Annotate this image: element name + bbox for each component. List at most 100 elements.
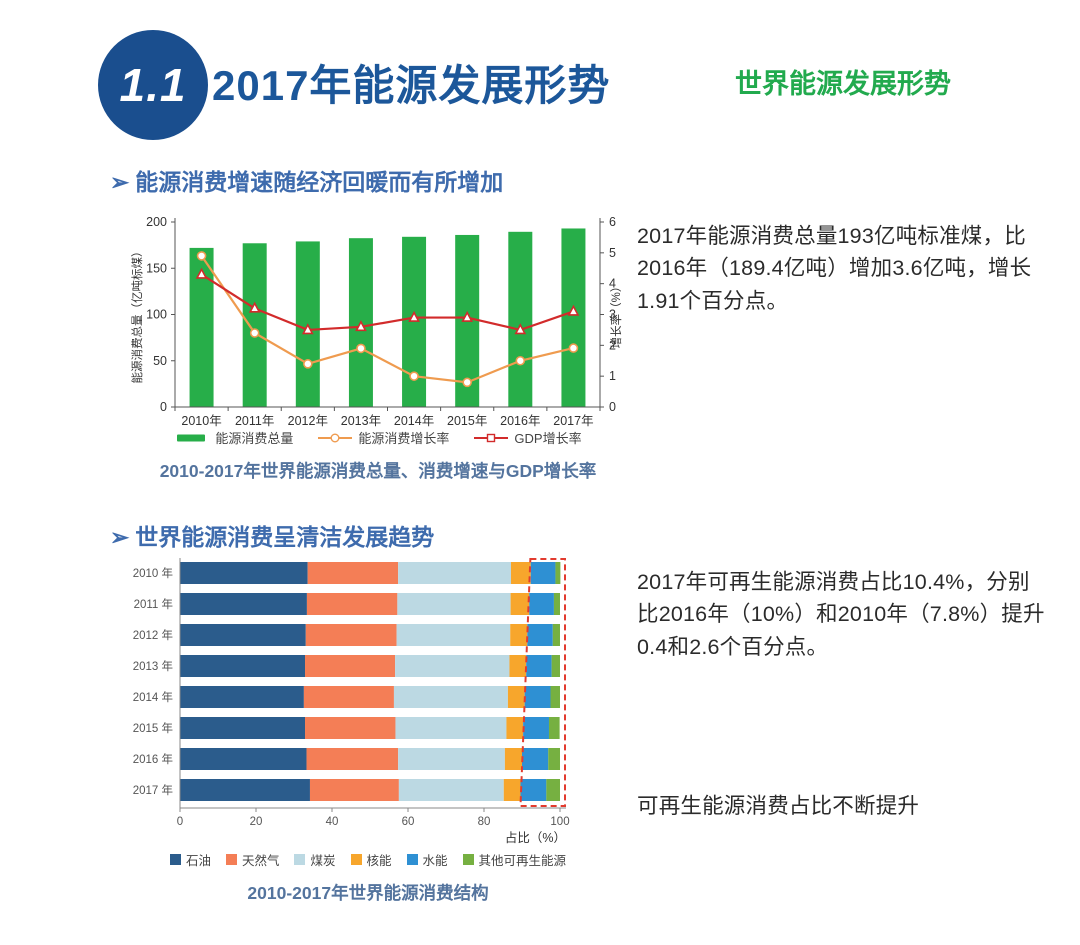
legend-item-oil: 石油 [169, 850, 211, 869]
hydro-legend-swatch-icon [406, 854, 418, 865]
consumption-growth-marker [462, 377, 472, 388]
stacked-row-2011年 [180, 593, 560, 615]
oil-legend-swatch-icon [169, 854, 181, 865]
svg-text:2014年: 2014年 [394, 414, 434, 428]
segment-nuclear [509, 655, 527, 677]
consumption-growth-marker [249, 328, 260, 338]
section1-heading: ➢ 能源消费增速随经济回暖而有所增加 [110, 163, 503, 197]
svg-text:150: 150 [146, 261, 167, 275]
legend-item-nuclear: 核能 [350, 850, 392, 869]
section-number-badge: 1.1 [98, 30, 208, 140]
legend-label-natural-gas: 天然气 [241, 854, 280, 868]
svg-text:80: 80 [478, 816, 491, 828]
gdp-growth-marker [461, 310, 474, 322]
legend-item-other-renewables: 其他可再生能源 [462, 850, 567, 869]
section-number: 1.1 [119, 59, 187, 111]
legend-label-hydro: 水能 [422, 854, 448, 868]
svg-text:2010年: 2010年 [181, 414, 221, 428]
legend-label-consumption-growth: 能源消费增长率 [358, 431, 450, 446]
segment-natural-gas [305, 655, 396, 677]
svg-text:40: 40 [326, 816, 339, 828]
combo-chart-caption: 2010-2017年世界能源消费总量、消费增速与GDP增长率 [159, 461, 597, 481]
segment-other-renewables [553, 593, 560, 615]
total-consumption-legend-swatch-icon [177, 434, 206, 441]
svg-text:50: 50 [153, 354, 167, 368]
legend-item-consumption-growth: 能源消费增长率 [317, 428, 449, 447]
consumption-growth-marker [515, 355, 526, 366]
arrow-bullet-icon: ➢ [110, 169, 130, 195]
svg-text:2012年: 2012年 [288, 414, 328, 428]
segment-nuclear [507, 686, 525, 708]
segment-oil [180, 562, 308, 584]
consumption-growth-marker [356, 343, 366, 354]
energy-consumption-combo-chart: 0 50 100 150 200 0 1 2 3 4 5 6 2010年 2011年 2012年 2013年 2… [128, 208, 628, 448]
segment-natural-gas [305, 624, 397, 646]
segment-oil [180, 686, 304, 708]
energy-structure-stacked-chart: 2010 年 2011 年 2012 年 2013 年 2014 年 2015 年 2016… [128, 556, 608, 846]
consumption-growth-line [196, 251, 579, 388]
svg-text:2010 年: 2010 年 [133, 566, 173, 580]
svg-text:2015 年: 2015 年 [133, 721, 173, 735]
segment-natural-gas [306, 748, 399, 770]
segment-coal [397, 593, 511, 615]
nuclear-legend-swatch-icon [350, 854, 362, 865]
gdp-growth-marker [567, 304, 580, 316]
gdp-growth-legend-swatch-icon [474, 433, 509, 442]
segment-nuclear [504, 748, 522, 770]
renewables-share-outline [519, 558, 566, 807]
svg-text:1: 1 [609, 369, 616, 383]
svg-text:2014 年: 2014 年 [133, 690, 173, 704]
segment-oil [180, 717, 306, 739]
svg-text:2016年: 2016年 [500, 414, 540, 428]
arrow-bullet-icon: ➢ [110, 524, 130, 550]
consumption-growth-marker [568, 343, 579, 353]
legend-label-gdp-growth: GDP增长率 [514, 431, 582, 446]
gdp-growth-line [195, 267, 580, 335]
consumption-growth-marker [409, 371, 419, 381]
segment-hydro [522, 748, 549, 770]
svg-text:100: 100 [550, 816, 569, 828]
segment-hydro [523, 717, 549, 739]
segment-coal [395, 717, 507, 739]
page-subtitle: 世界能源发展形势 [735, 69, 951, 99]
svg-text:60: 60 [402, 816, 415, 828]
stacked-row-2016年 [180, 748, 560, 770]
svg-text:2012 年: 2012 年 [133, 628, 173, 642]
svg-text:2011年: 2011年 [235, 414, 274, 428]
svg-text:增长率（%）: 增长率（%） [609, 281, 623, 349]
legend-item-gdp-growth: GDP增长率 [473, 428, 582, 447]
legend-label-nuclear: 核能 [366, 854, 392, 868]
stacked-row-2013年 [180, 655, 560, 677]
section2-note-bottom: 可再生能源消费占比不断提升 [637, 794, 920, 818]
legend-label-other-renewables: 其他可再生能源 [478, 854, 567, 868]
section1-heading-text: 能源消费增速随经济回暖而有所增加 [135, 169, 504, 195]
consumption-growth-marker [196, 251, 207, 261]
segment-coal [398, 748, 505, 770]
segment-hydro [520, 779, 547, 801]
svg-text:占比（%）: 占比（%） [505, 830, 566, 845]
segment-hydro [529, 593, 554, 615]
svg-text:20: 20 [250, 816, 263, 828]
coal-legend-swatch-icon [294, 854, 306, 865]
segment-oil [180, 624, 306, 646]
segment-oil [180, 779, 310, 801]
segment-other-renewables [548, 748, 560, 770]
bar-2011年 [242, 243, 267, 407]
svg-text:能源消费总量（亿吨标煤）: 能源消费总量（亿吨标煤） [130, 246, 144, 384]
segment-hydro [530, 562, 556, 584]
legend-item-coal: 煤炭 [294, 850, 336, 869]
svg-text:2: 2 [609, 338, 616, 352]
stacked-chart-svg: 2010 年 2011 年 2012 年 2013 年 2014 年 2015 年 2016… [133, 558, 570, 845]
svg-text:2017 年: 2017 年 [133, 783, 173, 797]
gdp-growth-marker [248, 301, 261, 313]
segment-oil [180, 748, 307, 770]
gdp-growth-marker [514, 323, 527, 335]
svg-text:2016 年: 2016 年 [133, 752, 173, 766]
stacked-row-2014年 [180, 686, 560, 708]
legend-label-oil: 石油 [185, 854, 211, 868]
svg-text:100: 100 [146, 308, 167, 322]
segment-coal [396, 624, 511, 646]
segment-nuclear [510, 624, 528, 646]
svg-text:3: 3 [609, 308, 616, 322]
